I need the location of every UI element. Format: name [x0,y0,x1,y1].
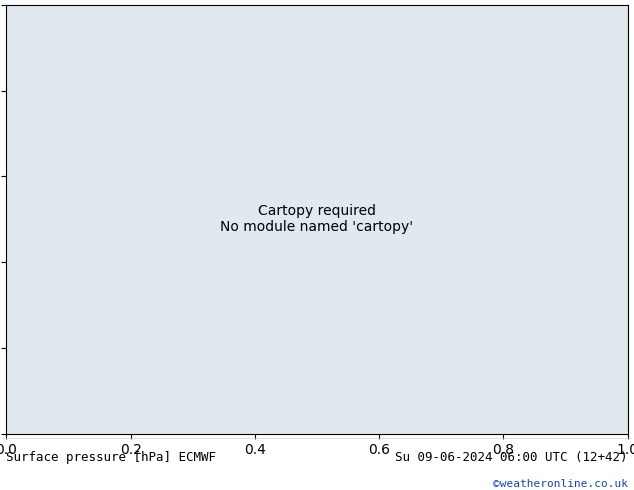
Text: Su 09-06-2024 06:00 UTC (12+42): Su 09-06-2024 06:00 UTC (12+42) [395,451,628,464]
Text: Cartopy required
No module named 'cartopy': Cartopy required No module named 'cartop… [221,204,413,234]
Text: Surface pressure [hPa] ECMWF: Surface pressure [hPa] ECMWF [6,451,216,464]
Text: ©weatheronline.co.uk: ©weatheronline.co.uk [493,479,628,490]
